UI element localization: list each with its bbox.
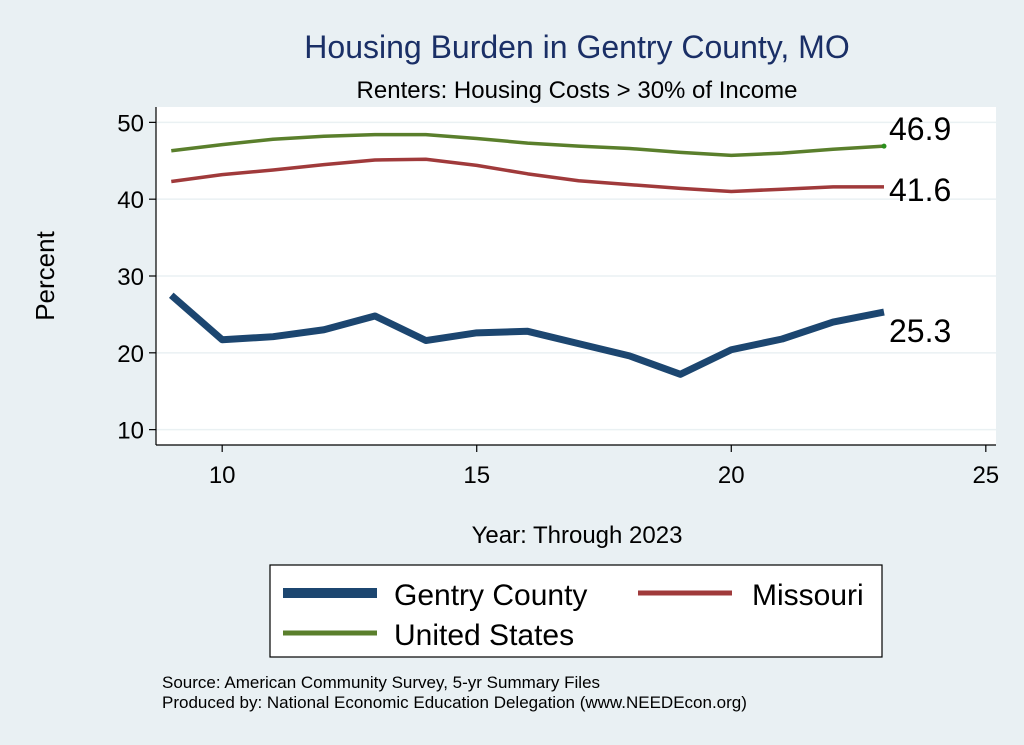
- y-axis-title: Percent: [30, 230, 60, 320]
- series-line-missouri: [171, 157, 884, 194]
- end-labels: 25.3 41.6 46.9: [889, 111, 951, 349]
- legend: [269, 564, 883, 658]
- x-tick-label: 20: [718, 462, 745, 489]
- x-axis-title: Year: Through 2023: [472, 522, 683, 549]
- source-note: Source: American Community Survey, 5-yr …: [162, 673, 600, 692]
- chart-title: Housing Burden in Gentry County, MO: [304, 29, 849, 65]
- series-line-gentry-county: [168, 292, 885, 378]
- legend-label-united-states: United States: [394, 619, 574, 652]
- end-label-gentry-county: 25.3: [889, 313, 951, 349]
- legend-label-gentry-county: Gentry County: [394, 579, 587, 612]
- chart-subtitle: Renters: Housing Costs > 30% of Income: [357, 77, 798, 104]
- end-label-united-states: 46.9: [889, 111, 951, 147]
- legend-label-missouri: Missouri: [752, 579, 864, 612]
- x-tick-label: 15: [463, 462, 490, 489]
- end-label-missouri: 41.6: [889, 172, 951, 208]
- producer-note: Produced by: National Economic Education…: [162, 693, 747, 712]
- legend-entries: Gentry County Missouri United States: [283, 579, 864, 652]
- series-lines: [168, 132, 887, 378]
- gridlines: [156, 121, 996, 431]
- x-tick-label: 10: [209, 462, 236, 489]
- y-tick-label: 40: [117, 187, 144, 214]
- y-tick-label: 30: [117, 264, 144, 291]
- series-line-united-states: [171, 132, 885, 158]
- x-tick-label: 25: [972, 462, 999, 489]
- y-tick-label: 20: [117, 341, 144, 368]
- y-tick-label: 50: [117, 110, 144, 137]
- axes: 10 20 30 40 50 10 15 20 25: [117, 107, 999, 489]
- y-tick-label: 10: [117, 418, 144, 445]
- end-marker-united-states: [881, 143, 887, 149]
